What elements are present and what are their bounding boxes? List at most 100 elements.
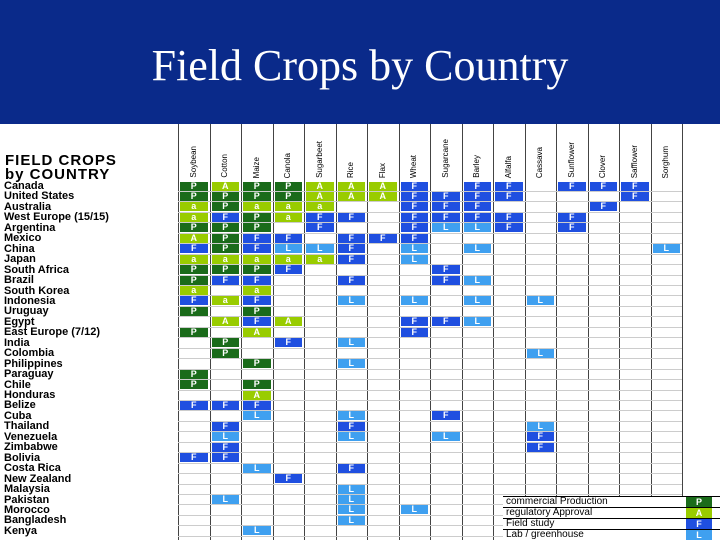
status-cell: P: [243, 359, 271, 369]
status-cell: a: [180, 286, 208, 295]
status-cell: A: [243, 390, 271, 400]
status-cell: a: [180, 202, 208, 212]
row-divider: [178, 441, 682, 443]
row-divider: [178, 368, 682, 370]
status-cell: P: [274, 181, 302, 191]
status-cell: F: [243, 244, 271, 254]
status-cell: a: [211, 254, 239, 264]
column-divider: [241, 124, 242, 540]
status-cell: L: [243, 411, 271, 421]
column-divider: [272, 124, 274, 540]
country-label: Kenya: [4, 524, 38, 537]
status-cell: F: [432, 411, 460, 421]
status-cell: L: [337, 432, 365, 442]
status-cell: F: [306, 212, 334, 222]
status-cell: F: [337, 421, 365, 431]
status-cell: P: [180, 223, 208, 233]
column-header-label: Cotton: [220, 154, 229, 178]
status-cell: L: [337, 495, 365, 504]
row-divider: [178, 410, 682, 412]
country-label: Paraguay: [4, 368, 54, 381]
status-cell: F: [369, 233, 397, 243]
status-cell: F: [211, 275, 239, 285]
status-cell: F: [211, 421, 239, 431]
status-cell: F: [432, 212, 460, 222]
status-cell: F: [180, 453, 208, 463]
column-divider: [367, 124, 368, 540]
status-cell: F: [306, 223, 334, 233]
status-cell: F: [337, 212, 365, 222]
status-cell: F: [211, 442, 239, 452]
country-label: Thailand: [4, 420, 50, 433]
row-divider: [178, 452, 682, 454]
status-cell: A: [337, 181, 365, 191]
status-cell: P: [180, 327, 208, 337]
country-label: Australia: [4, 200, 52, 213]
status-cell: P: [243, 181, 271, 191]
status-cell: F: [589, 181, 617, 191]
status-cell: F: [463, 212, 491, 222]
column-header-label: Flax: [377, 162, 387, 178]
status-cell: F: [400, 212, 428, 222]
row-divider: [178, 316, 682, 318]
status-cell: F: [558, 223, 586, 233]
status-cell: L: [337, 296, 365, 306]
row-divider: [178, 462, 682, 464]
country-label: Canada: [4, 180, 44, 192]
status-cell: P: [243, 265, 271, 275]
country-label: China: [4, 242, 35, 255]
status-cell: A: [306, 181, 334, 191]
status-cell: a: [243, 202, 271, 212]
country-label: Pakistan: [4, 493, 50, 506]
row-divider: [178, 190, 682, 192]
status-cell: F: [337, 254, 365, 264]
table-heading-line-2: by COUNTRY: [5, 166, 111, 183]
country-label: Japan: [4, 253, 36, 266]
status-cell: L: [306, 244, 334, 254]
status-cell: F: [558, 212, 586, 222]
row-divider: [178, 431, 682, 433]
status-cell: L: [337, 484, 365, 494]
legend-item: Field study F: [503, 518, 720, 529]
country-label: Uruguay: [4, 305, 49, 318]
status-cell: F: [211, 212, 239, 222]
column-header-safflower: Safflower: [624, 126, 644, 178]
column-header-label: Maize: [251, 156, 261, 178]
status-cell: P: [211, 265, 239, 275]
column-divider: [682, 124, 683, 540]
status-cell: F: [337, 233, 365, 243]
status-cell: F: [243, 275, 271, 285]
column-header-cassava: Cassava: [530, 126, 550, 178]
status-cell: a: [274, 254, 302, 264]
row-divider: [178, 399, 682, 401]
status-cell: L: [211, 432, 239, 442]
row-divider: [178, 358, 682, 360]
column-header-sorghum: Sorghum: [656, 126, 676, 178]
column-header-label: Clover: [598, 154, 607, 178]
status-cell: A: [274, 317, 302, 327]
country-label: East Europe (7/12): [4, 326, 100, 339]
row-divider: [178, 264, 682, 266]
status-cell: F: [495, 223, 523, 233]
country-label: Philippines: [4, 357, 63, 370]
status-cell: L: [463, 244, 491, 254]
column-header-label: Sugarcane: [440, 139, 450, 178]
status-cell: L: [400, 254, 428, 264]
country-label: Colombia: [4, 347, 55, 360]
row-divider: [178, 494, 682, 495]
status-cell: L: [400, 505, 428, 515]
status-cell: F: [400, 181, 428, 191]
status-cell: F: [243, 317, 271, 327]
status-cell: L: [432, 432, 460, 442]
status-cell: A: [369, 191, 397, 201]
row-divider: [178, 243, 682, 245]
country-label: Venezuela: [4, 430, 58, 443]
status-cell: P: [211, 338, 239, 348]
status-cell: P: [211, 244, 239, 254]
column-header-label: Sunflower: [566, 142, 576, 178]
column-divider: [178, 124, 179, 540]
status-cell: A: [243, 327, 271, 337]
column-divider: [430, 124, 431, 540]
status-cell: F: [463, 191, 491, 201]
country-label: Belize: [4, 399, 36, 412]
